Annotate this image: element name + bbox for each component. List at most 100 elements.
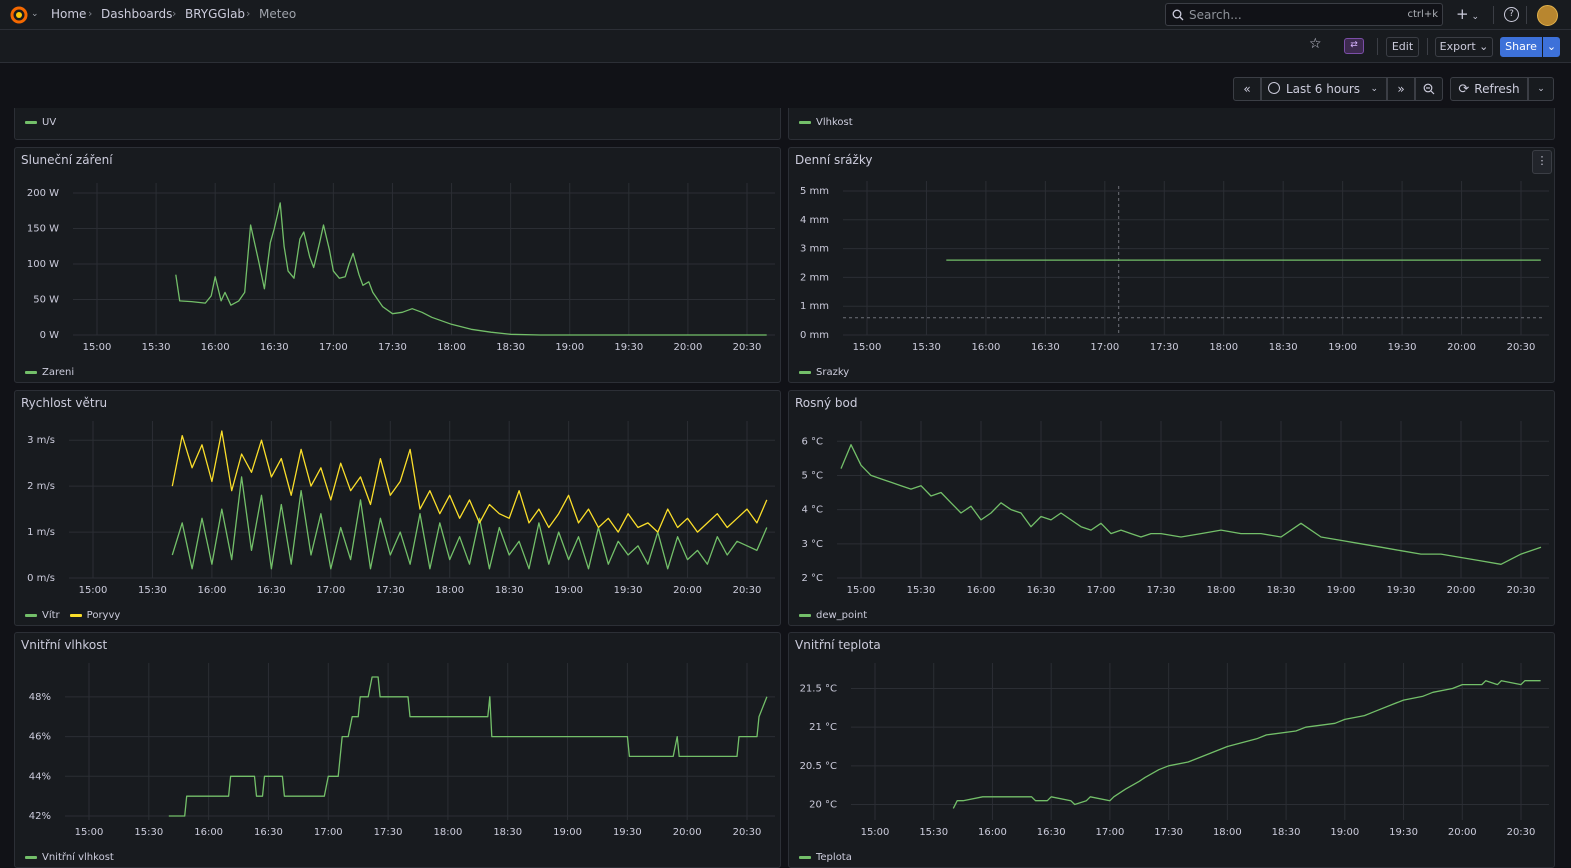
indoor-humidity-panel: Vnitřní vlhkost 15:00 15:30 16:00 16:30 17:0… (14, 632, 781, 868)
x-tick-label: 19:00 (1330, 827, 1359, 838)
x-tick-label: 18:30 (1269, 342, 1298, 353)
y-tick-label: 4 mm (800, 215, 829, 226)
x-tick-label: 18:00 (1209, 342, 1238, 353)
breadcrumb-separator-icon: › (246, 7, 251, 20)
divider (1493, 6, 1494, 24)
x-tick-label: 20:00 (673, 342, 702, 353)
time-shift-back-button[interactable]: « (1233, 77, 1261, 101)
legend-item[interactable]: Zareni (25, 367, 74, 378)
add-new-button[interactable]: + ⌄ (1456, 5, 1479, 23)
search-input[interactable]: Search... ctrl+k (1165, 3, 1443, 26)
top-navigation-bar: ⌄ Home › Dashboards › BRYGGlab › Meteo S… (0, 0, 1571, 30)
daily-rainfall-chart: 15:00 15:30 16:00 16:30 17:00 17:30 18:00 18:30… (800, 181, 1549, 353)
y-tick-label: 50 W (33, 295, 59, 306)
public-dashboard-icon[interactable]: ⇄ (1344, 38, 1364, 54)
y-tick-label: 100 W (27, 259, 59, 270)
chart-legend: Vítr Poryvy (25, 610, 120, 621)
x-tick-label: 20:30 (733, 585, 762, 596)
grafana-logo-icon[interactable] (9, 5, 29, 25)
wind-speed-chart: 15:00 15:30 16:00 16:30 17:00 17:30 18:00 18:30… (27, 421, 775, 596)
y-tick-label: 21 °C (809, 722, 837, 733)
legend-item[interactable]: Teplota (799, 852, 852, 863)
x-tick-label: 17:30 (374, 827, 403, 838)
chart-legend: Teplota (799, 852, 852, 863)
x-tick-label: 19:00 (1328, 342, 1357, 353)
x-tick-label: 15:00 (861, 827, 890, 838)
zoom-out-button[interactable] (1415, 77, 1443, 101)
x-tick-label: 18:00 (433, 827, 462, 838)
series-line-dew-point (840, 444, 1542, 565)
wind-speed-panel: Rychlost větru 15:00 15:30 16:00 16:30 17:00… (14, 390, 781, 626)
y-tick-label: 2 m/s (27, 481, 55, 492)
x-tick-label: 17:30 (1154, 827, 1183, 838)
x-tick-label: 19:30 (614, 342, 643, 353)
x-tick-label: 17:00 (1090, 342, 1119, 353)
uv-panel: UV (14, 108, 781, 140)
panel-title: Rosný bod (795, 396, 858, 410)
dew-point-chart: 15:00 15:30 16:00 16:30 17:00 17:30 18:00 18:30… (801, 421, 1549, 596)
legend-label: Srazky (816, 367, 850, 378)
legend-item[interactable]: Vítr (25, 610, 60, 621)
panel-menu-icon[interactable]: ⋮ (1532, 150, 1552, 174)
time-range-picker[interactable]: Last 6 hours ⌄ (1261, 77, 1387, 101)
legend-item[interactable]: Vnitřní vlhkost (25, 852, 114, 863)
x-tick-label: 19:30 (1389, 827, 1418, 838)
chart-grid (851, 663, 1549, 820)
y-tick-label: 46% (29, 732, 51, 743)
legend-swatch (69, 614, 82, 617)
indoor-humidity-chart: 15:00 15:30 16:00 16:30 17:00 17:30 18:00 18:30… (29, 663, 775, 838)
y-tick-label: 6 °C (801, 436, 823, 447)
x-tick-label: 17:30 (1150, 342, 1179, 353)
x-tick-label: 20:30 (733, 827, 762, 838)
x-tick-label: 19:30 (613, 827, 642, 838)
time-shift-forward-button[interactable]: » (1387, 77, 1415, 101)
chart-grid (65, 663, 775, 820)
breadcrumb-separator-icon: › (172, 7, 177, 20)
help-icon[interactable]: ? (1504, 7, 1519, 22)
x-tick-label: 20:00 (1448, 827, 1477, 838)
series-line-teplota (952, 680, 1541, 809)
x-tick-label: 18:30 (1267, 585, 1296, 596)
chart-legend: Vlhkost (799, 117, 853, 128)
export-button[interactable]: Export ⌄ (1435, 37, 1493, 57)
legend-label: dew_point (816, 610, 868, 621)
indoor-temperature-chart: 15:00 15:30 16:00 16:30 17:00 17:30 18:00 18:30… (800, 663, 1549, 838)
breadcrumb-home[interactable]: Home (51, 7, 87, 21)
legend-item[interactable]: dew_point (799, 610, 867, 621)
x-tick-label: 17:30 (376, 585, 405, 596)
user-avatar[interactable] (1537, 5, 1558, 26)
y-tick-label: 0 W (40, 330, 60, 341)
legend-label: Poryvy (86, 610, 121, 621)
x-tick-label: 20:00 (673, 827, 702, 838)
chevron-down-icon[interactable]: ⌄ (31, 9, 39, 19)
x-tick-label: 19:30 (1387, 585, 1416, 596)
refresh-interval-dropdown[interactable]: ⌄ (1528, 77, 1554, 101)
legend-swatch (25, 371, 37, 374)
star-icon[interactable]: ☆ (1309, 36, 1322, 52)
y-tick-label: 2 mm (800, 272, 829, 283)
x-tick-label: 16:30 (1027, 585, 1056, 596)
y-tick-label: 3 mm (800, 244, 829, 255)
x-tick-label: 16:30 (1031, 342, 1060, 353)
share-dropdown-button[interactable]: ⌄ (1543, 37, 1560, 57)
legend-label: Vítr (42, 610, 60, 621)
chart-grid (69, 421, 775, 579)
divider (1427, 38, 1428, 55)
refresh-button[interactable]: ⟳ Refresh (1450, 77, 1528, 101)
breadcrumb-dashboards[interactable]: Dashboards (101, 7, 173, 21)
share-button[interactable]: Share (1500, 37, 1542, 57)
breadcrumb-folder[interactable]: BRYGGlab (185, 7, 246, 21)
legend-item[interactable]: Poryvy (69, 610, 121, 621)
daily-rainfall-panel: Denní srážky ⋮ 15:00 15:30 16:00 16:30 17:00… (788, 147, 1555, 383)
x-tick-label: 20:00 (1447, 585, 1476, 596)
x-tick-label: 16:30 (260, 342, 289, 353)
x-tick-label: 19:00 (553, 827, 582, 838)
vlhkost-panel: Vlhkost (788, 108, 1555, 140)
legend-uv[interactable]: UV (42, 117, 57, 128)
x-tick-label: 19:00 (1327, 585, 1356, 596)
solar-radiation-chart: 15:00 15:30 16:00 16:30 17:00 17:30 18:00 18:30… (27, 183, 775, 353)
legend-vlhkost[interactable]: Vlhkost (816, 117, 853, 128)
legend-item[interactable]: Srazky (799, 367, 849, 378)
edit-button[interactable]: Edit (1386, 37, 1419, 57)
panel-title: Sluneční záření (21, 153, 113, 167)
